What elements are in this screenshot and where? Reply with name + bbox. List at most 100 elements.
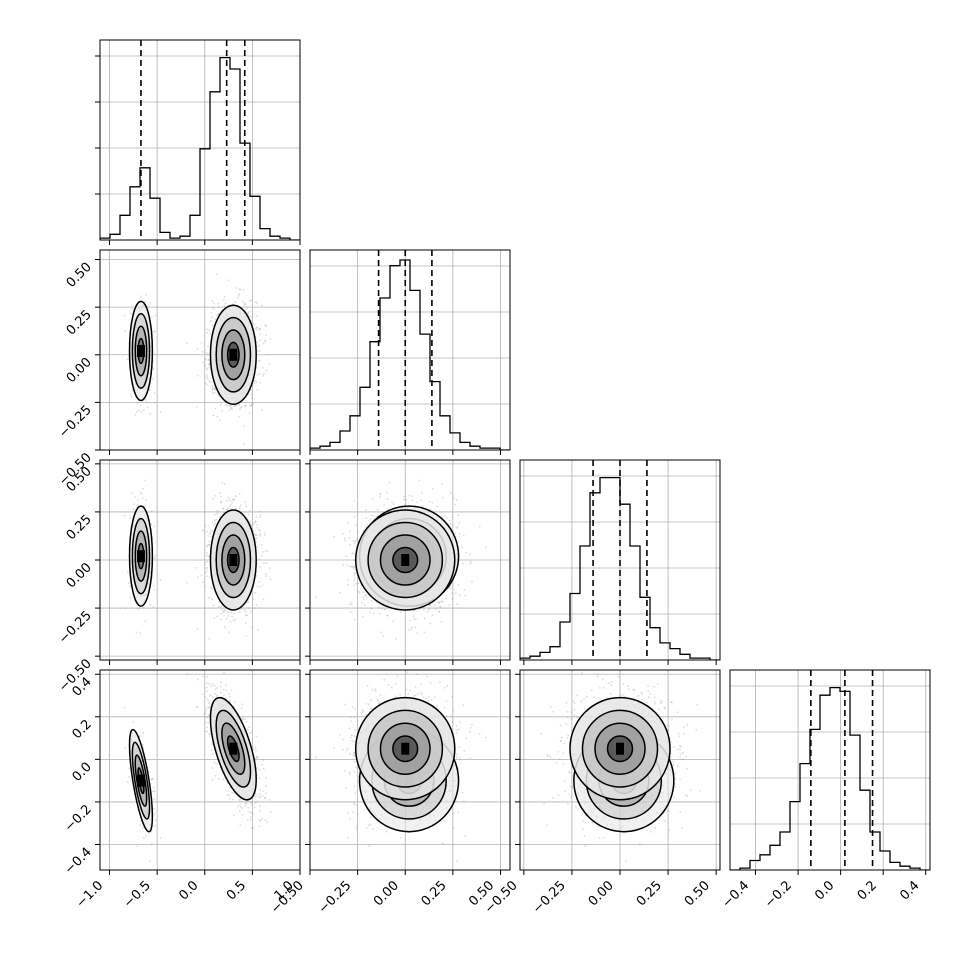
scatter-point: [206, 566, 209, 569]
scatter-point: [366, 523, 368, 526]
density-peak: [229, 554, 238, 566]
scatter-point: [262, 551, 264, 553]
scatter-point: [350, 603, 353, 606]
scatter-point: [223, 482, 226, 485]
scatter-point: [462, 562, 464, 565]
scatter-point: [411, 495, 414, 497]
panel-3-1: −0.50−0.250.000.250.50: [56, 459, 301, 695]
scatter-point: [201, 361, 204, 364]
scatter-point: [147, 406, 149, 408]
scatter-point: [195, 567, 198, 569]
scatter-point: [131, 390, 134, 392]
histogram-1: [100, 56, 300, 240]
scatter-point: [440, 620, 443, 623]
scatter-point: [200, 574, 203, 577]
scatter-point: [159, 579, 162, 582]
scatter-point: [255, 314, 258, 317]
scatter-point: [380, 631, 383, 634]
scatter-point: [256, 526, 259, 529]
scatter-point: [220, 612, 223, 615]
scatter-point: [213, 520, 216, 522]
scatter-point: [258, 344, 261, 347]
scatter-point: [262, 562, 265, 565]
panel-content: [100, 40, 300, 240]
scatter-point: [362, 596, 364, 599]
scatter-point: [338, 591, 341, 594]
scatter-point: [209, 586, 212, 589]
scatter-point: [262, 342, 265, 345]
scatter-point: [258, 580, 261, 583]
scatter-point: [424, 617, 426, 620]
scatter-point: [266, 353, 269, 356]
scatter-point: [151, 378, 154, 380]
scatter-point: [244, 614, 247, 617]
scatter-point: [136, 499, 139, 501]
scatter-point: [205, 328, 208, 331]
scatter-point: [237, 292, 240, 295]
scatter-point: [144, 620, 147, 623]
scatter-point: [427, 609, 430, 611]
panel-content: [123, 273, 272, 445]
scatter-point: [333, 535, 336, 538]
scatter-point: [206, 544, 208, 547]
scatter-point: [454, 532, 457, 535]
scatter-point: [451, 597, 454, 600]
scatter-point: [416, 501, 418, 504]
scatter-point: [153, 401, 156, 404]
scatter-point: [235, 287, 238, 289]
scatter-point: [248, 310, 251, 313]
panel-content: [310, 250, 510, 450]
scatter-point: [211, 388, 214, 390]
scatter-point: [220, 495, 222, 498]
scatter-point: [216, 615, 219, 618]
scatter-point: [219, 403, 222, 406]
scatter-point: [259, 339, 262, 342]
scatter-point: [132, 503, 135, 506]
scatter-point: [142, 606, 144, 609]
scatter-point: [244, 611, 247, 613]
scatter-point: [353, 618, 356, 621]
scatter-point: [256, 373, 259, 376]
scatter-point: [216, 512, 218, 515]
scatter-point: [445, 516, 448, 519]
scatter-point: [420, 491, 423, 494]
scatter-point: [441, 600, 443, 603]
scatter-point: [138, 409, 140, 411]
scatter-point: [253, 521, 256, 524]
scatter-point: [153, 330, 156, 332]
scatter-point: [227, 614, 230, 617]
scatter-point: [210, 587, 213, 590]
scatter-point: [153, 392, 156, 394]
scatter-point: [217, 305, 220, 308]
scatter-point: [130, 308, 133, 310]
scatter-point: [196, 347, 199, 350]
scatter-point: [135, 631, 138, 634]
scatter-point: [129, 516, 132, 519]
scatter-point: [416, 632, 419, 634]
scatter-point: [206, 331, 209, 334]
scatter-point: [213, 388, 216, 390]
scatter-point: [255, 603, 258, 606]
scatter-point: [438, 601, 440, 604]
scatter-point: [208, 576, 211, 579]
scatter-point: [244, 404, 247, 407]
scatter-point: [261, 584, 264, 587]
scatter-point: [376, 508, 379, 511]
scatter-point: [393, 503, 395, 506]
scatter-point: [149, 604, 152, 606]
scatter-point: [211, 324, 214, 327]
scatter-point: [123, 314, 126, 317]
scatter-point: [211, 386, 214, 389]
y-tick-label: 0.25: [64, 512, 95, 543]
scatter-point: [153, 556, 156, 559]
scatter-point: [148, 302, 151, 304]
scatter-point: [386, 614, 389, 617]
scatter-point: [465, 551, 468, 554]
scatter-point: [448, 604, 451, 606]
density-peak: [136, 344, 145, 357]
scatter-point: [230, 407, 232, 410]
scatter-point: [204, 351, 207, 354]
scatter-point: [235, 507, 237, 510]
scatter-point: [388, 481, 391, 484]
